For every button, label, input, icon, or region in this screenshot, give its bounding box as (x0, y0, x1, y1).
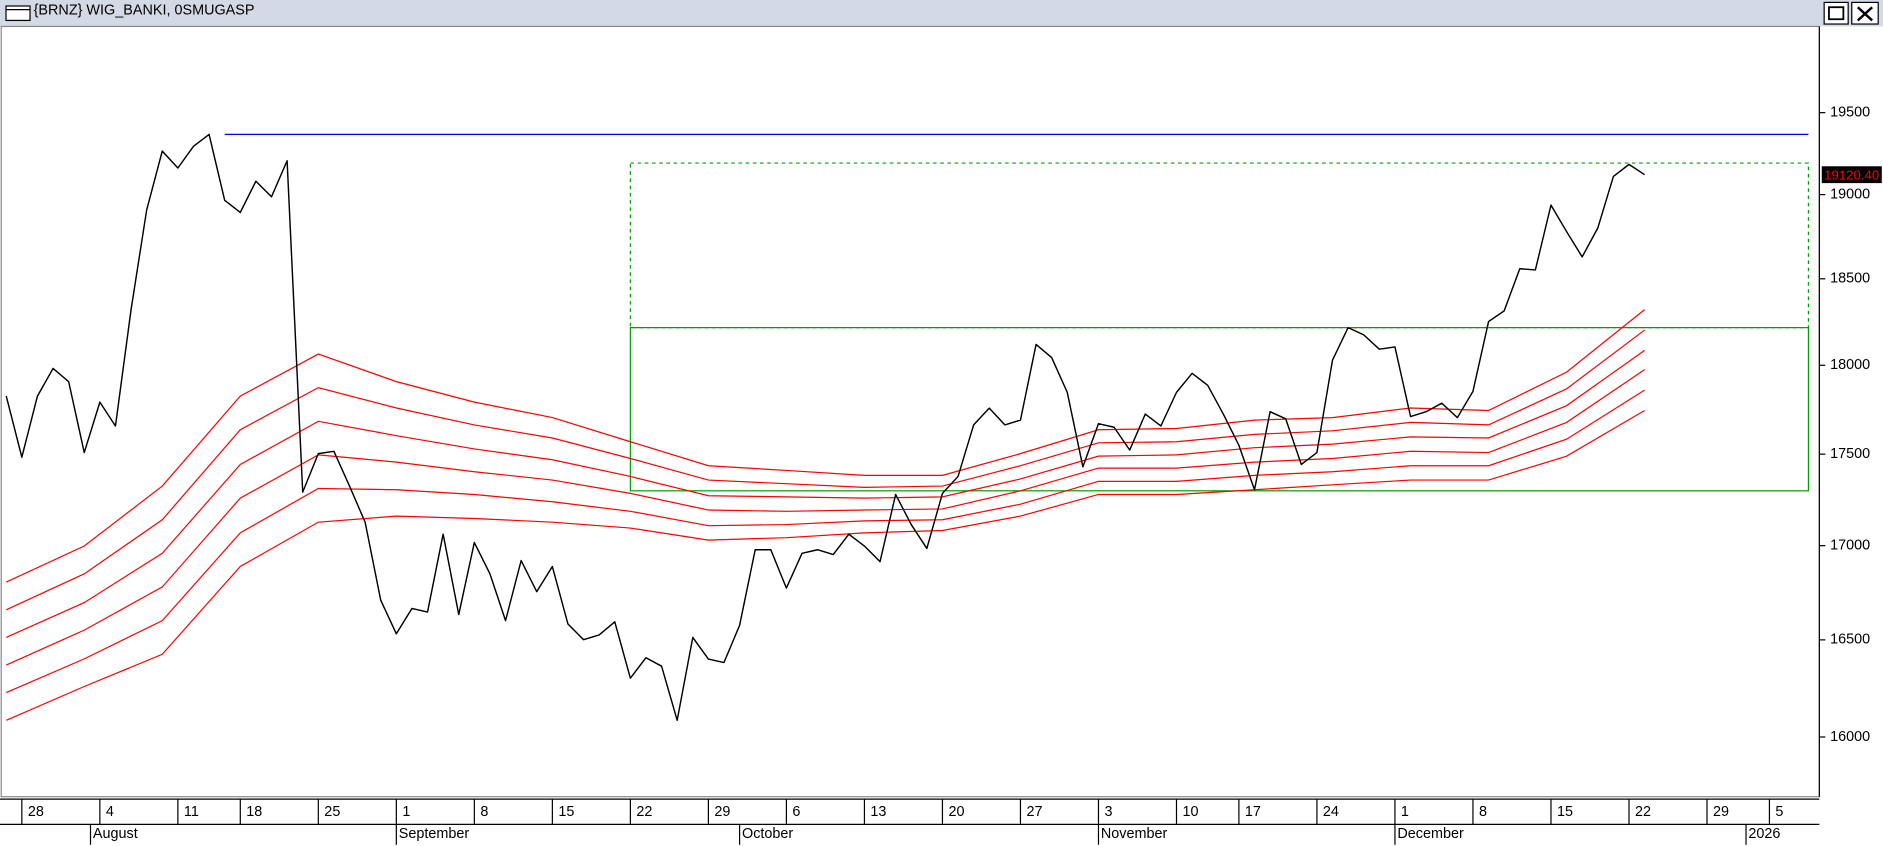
x-tick-label: 5 (1775, 804, 1783, 820)
month-label: November (1101, 826, 1168, 842)
box (629, 162, 1810, 329)
y-tick-label: 19000 (1830, 186, 1870, 202)
chart-title: {BRNZ} WIG_BANKI, 0SMUGASP (34, 3, 255, 19)
x-tick-label: 15 (558, 804, 574, 820)
y-tick-label: 19500 (1830, 104, 1870, 120)
x-tick-label: 24 (1323, 804, 1339, 820)
x-tick-label: 13 (870, 804, 886, 820)
x-tick-label: 28 (28, 804, 44, 820)
y-tick-label: 17000 (1830, 537, 1870, 553)
x-tick-label: 1 (1401, 804, 1409, 820)
x-tick-label: 8 (1479, 804, 1487, 820)
x-tick-label: 29 (1713, 804, 1729, 820)
x-tick-label: 4 (106, 804, 114, 820)
ribbon-line (6, 409, 1645, 721)
ribbon-line (5, 309, 1645, 583)
title-bar (0, 0, 1883, 27)
x-tick-label: 22 (1635, 804, 1651, 820)
y-tick-label: 17500 (1830, 446, 1870, 462)
x-tick-label: 20 (948, 804, 964, 820)
x-tick-label: 1 (402, 804, 410, 820)
x-tick-label: 22 (636, 804, 652, 820)
month-label: September (399, 826, 470, 842)
x-tick-label: 25 (324, 804, 340, 820)
month-label: December (1397, 826, 1464, 842)
x-tick-label: 10 (1182, 804, 1198, 820)
price-marker (1821, 166, 1882, 184)
y-tick-label: 18500 (1830, 271, 1870, 287)
ribbon-line (5, 329, 1645, 611)
x-tick-label: 29 (714, 804, 730, 820)
chart-layer: 16000 16500 17000 17500 18000 18500 19000 19500… (5, 104, 1882, 845)
ribbon-line (6, 389, 1645, 694)
x-tick-label: 15 (1557, 804, 1573, 820)
month-label: October (742, 826, 793, 842)
maximize-button[interactable] (1823, 1, 1849, 25)
ribbon-line (5, 369, 1645, 666)
y-tick-label: 16000 (1830, 729, 1870, 745)
x-tick-label: 18 (246, 804, 262, 820)
x-tick-label: 8 (480, 804, 488, 820)
x-tick-label: 3 (1104, 804, 1112, 820)
y-tick-label: 18000 (1830, 357, 1870, 373)
x-tick-label: 6 (792, 804, 800, 820)
x-tick-label: 11 (184, 804, 199, 820)
month-label: August (93, 826, 138, 842)
x-tick-label: 27 (1026, 804, 1042, 820)
close-button[interactable] (1851, 1, 1879, 25)
ribbon-line (6, 349, 1645, 638)
month-label: 2026 (1748, 826, 1780, 842)
x-tick-label: 17 (1245, 804, 1261, 820)
price-line (5, 133, 1645, 721)
window-icon (5, 5, 31, 22)
price-marker-label: 19120.40 (1824, 167, 1879, 182)
y-tick-label: 16500 (1830, 632, 1870, 648)
